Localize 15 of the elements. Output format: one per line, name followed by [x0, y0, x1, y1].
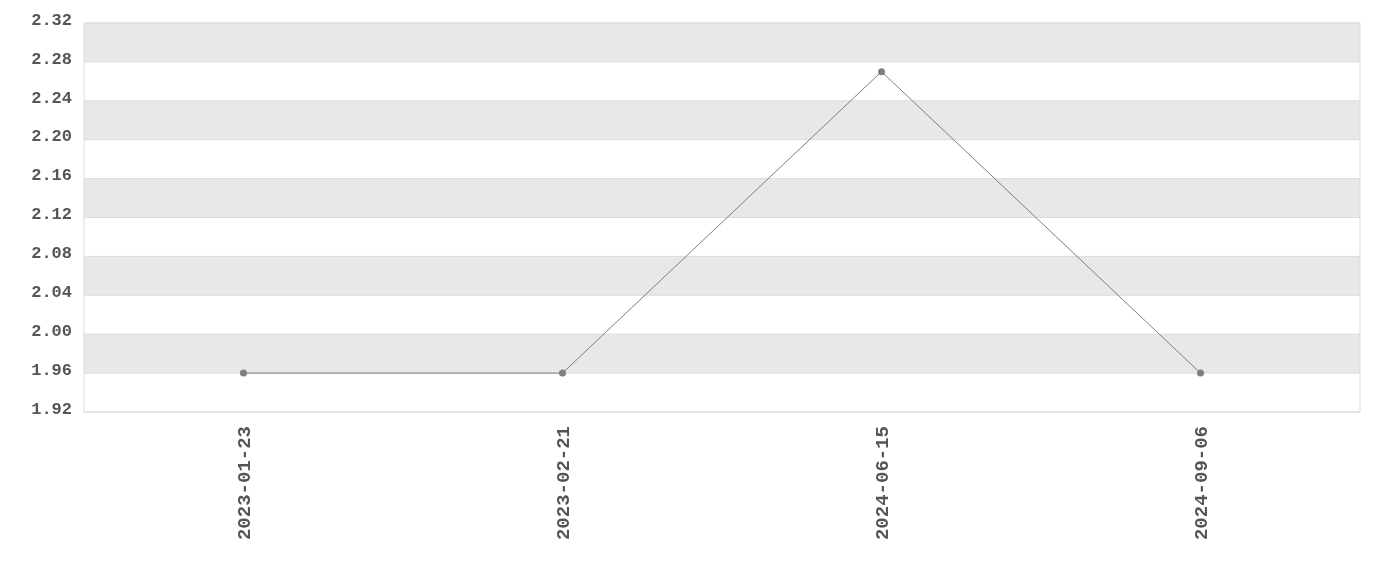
- y-tick-label: 2.08: [31, 244, 72, 264]
- y-tick-label: 2.24: [31, 88, 72, 108]
- y-tick-label: 2.32: [31, 10, 72, 30]
- y-tick-label: 2.00: [31, 321, 72, 341]
- x-tick-label: 2023-02-21: [552, 426, 575, 541]
- y-tick-label: 1.92: [31, 399, 72, 419]
- x-tick-label: 2024-09-06: [1190, 426, 1213, 541]
- y-tick-label: 2.28: [31, 49, 72, 69]
- y-tick-label: 1.96: [31, 360, 72, 380]
- y-tick-label: 2.20: [31, 127, 72, 147]
- y-tick-label: 2.12: [31, 205, 72, 225]
- x-tick-label: 2023-01-23: [233, 426, 256, 541]
- y-tick-label: 2.16: [31, 166, 72, 186]
- x-tick-label: 2024-06-15: [871, 426, 894, 541]
- y-tick-label: 2.04: [31, 283, 72, 302]
